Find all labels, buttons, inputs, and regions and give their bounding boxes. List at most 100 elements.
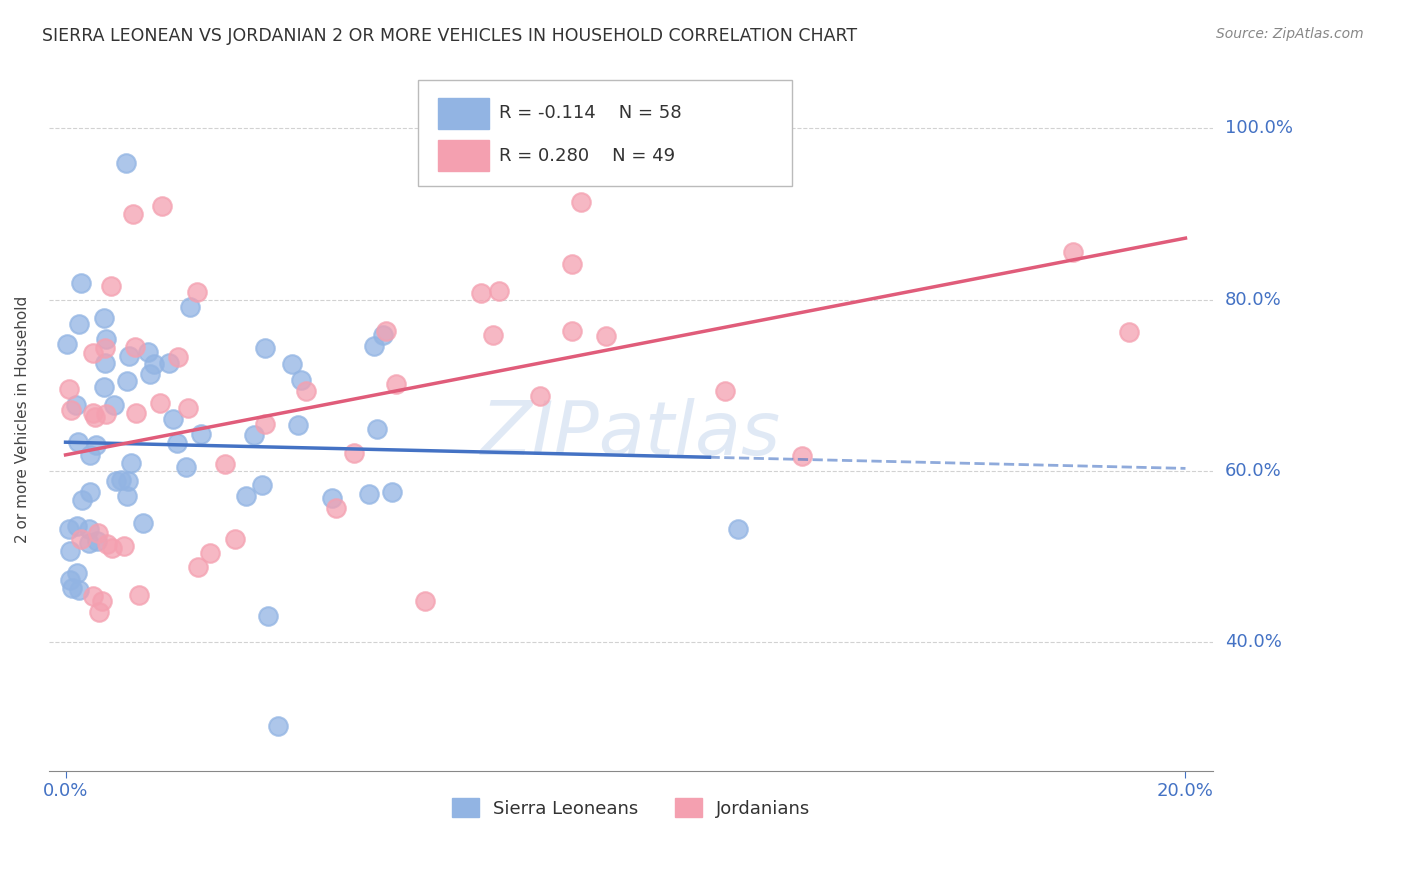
Point [84, 438, 107, 452]
Point [143, 357, 166, 371]
Point [157, 356, 180, 370]
FancyBboxPatch shape [437, 98, 489, 129]
Point [86, 533, 108, 548]
Y-axis label: 2 or more Vehicles in Household: 2 or more Vehicles in Household [15, 296, 30, 543]
Text: ZIPatlas: ZIPatlas [481, 398, 782, 470]
Point [70, 492, 93, 507]
Point [93, 355, 115, 369]
Point [139, 367, 162, 381]
Point [100, 541, 122, 556]
Point [100, 278, 122, 293]
Point [115, 489, 138, 503]
Point [1118, 325, 1140, 339]
Point [235, 489, 257, 503]
Point [256, 608, 278, 623]
Point [124, 340, 146, 354]
Point [595, 328, 617, 343]
Point [214, 457, 236, 471]
Point [250, 478, 273, 492]
Point [110, 474, 132, 488]
Point [58, 382, 80, 396]
Point [174, 460, 197, 475]
Point [561, 324, 583, 338]
Point [371, 328, 394, 343]
Point [254, 341, 277, 355]
Point [104, 475, 127, 489]
FancyBboxPatch shape [418, 80, 792, 186]
Point [66, 566, 89, 581]
Point [62, 581, 84, 595]
Point [65, 398, 87, 412]
Point [267, 719, 290, 733]
Point [374, 324, 396, 338]
Point [295, 384, 318, 398]
Point [70, 533, 93, 547]
Point [128, 588, 150, 602]
Point [714, 384, 737, 398]
Point [470, 286, 492, 301]
Point [117, 475, 139, 489]
Point [242, 428, 264, 442]
Point [117, 374, 139, 388]
Point [166, 436, 188, 450]
Text: R = 0.280    N = 49: R = 0.280 N = 49 [499, 146, 676, 165]
Point [87, 525, 110, 540]
Point [190, 427, 212, 442]
Point [67, 435, 90, 450]
Point [79, 484, 101, 499]
Point [366, 422, 388, 436]
Point [122, 207, 145, 221]
Legend: Sierra Leoneans, Jordanians: Sierra Leoneans, Jordanians [444, 791, 818, 825]
Point [482, 327, 505, 342]
Point [290, 373, 312, 387]
Point [94, 341, 117, 355]
Text: SIERRA LEONEAN VS JORDANIAN 2 OR MORE VEHICLES IN HOUSEHOLD CORRELATION CHART: SIERRA LEONEAN VS JORDANIAN 2 OR MORE VE… [42, 27, 858, 45]
Point [224, 533, 246, 547]
Point [96, 537, 118, 551]
Point [162, 412, 184, 426]
Point [560, 256, 582, 270]
FancyBboxPatch shape [437, 140, 489, 171]
Point [167, 350, 190, 364]
Point [96, 332, 118, 346]
Point [179, 300, 201, 314]
Point [325, 501, 347, 516]
Point [103, 398, 125, 412]
Point [56, 336, 79, 351]
Point [58, 543, 80, 558]
Point [82, 345, 104, 359]
Point [125, 406, 148, 420]
Point [287, 417, 309, 432]
Point [281, 357, 304, 371]
Point [59, 573, 82, 587]
Point [82, 590, 104, 604]
Point [59, 403, 82, 417]
Point [69, 277, 91, 291]
Text: Source: ZipAtlas.com: Source: ZipAtlas.com [1216, 27, 1364, 41]
Point [198, 546, 221, 560]
Point [79, 448, 101, 462]
Point [66, 518, 89, 533]
Text: 40.0%: 40.0% [1225, 633, 1281, 651]
Point [1062, 245, 1084, 260]
Point [83, 410, 105, 425]
Point [118, 349, 141, 363]
Point [77, 536, 100, 550]
Point [150, 199, 173, 213]
Point [529, 389, 551, 403]
Point [77, 522, 100, 536]
Point [120, 456, 142, 470]
Point [359, 487, 381, 501]
Point [149, 396, 172, 410]
Text: 60.0%: 60.0% [1225, 462, 1281, 480]
Point [93, 380, 115, 394]
Point [90, 594, 112, 608]
Point [385, 377, 408, 392]
Point [94, 407, 117, 421]
Point [253, 417, 276, 431]
Point [343, 445, 366, 459]
Point [569, 194, 592, 209]
Point [790, 449, 813, 463]
Point [89, 605, 111, 619]
Point [488, 285, 510, 299]
